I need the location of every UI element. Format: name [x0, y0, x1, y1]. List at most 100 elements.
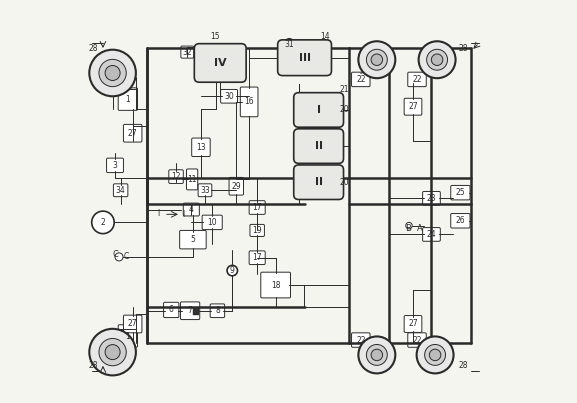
- Text: II: II: [314, 177, 323, 187]
- Circle shape: [227, 265, 238, 276]
- Text: 3: 3: [113, 161, 118, 170]
- Text: 15: 15: [211, 32, 220, 42]
- Text: 12: 12: [171, 172, 181, 181]
- Text: 11: 11: [188, 175, 197, 184]
- Circle shape: [105, 65, 120, 81]
- FancyBboxPatch shape: [107, 158, 123, 172]
- Circle shape: [417, 337, 454, 374]
- Text: 22: 22: [356, 336, 366, 345]
- Text: 4: 4: [189, 205, 194, 214]
- Circle shape: [284, 39, 294, 49]
- Text: 1: 1: [125, 95, 130, 104]
- Circle shape: [89, 329, 136, 376]
- FancyBboxPatch shape: [351, 72, 370, 87]
- FancyBboxPatch shape: [261, 272, 290, 298]
- Circle shape: [99, 339, 126, 366]
- Text: 28: 28: [459, 44, 468, 52]
- Circle shape: [358, 41, 395, 78]
- Circle shape: [371, 54, 383, 65]
- Text: 22: 22: [412, 75, 422, 84]
- Text: 29: 29: [231, 182, 241, 191]
- FancyBboxPatch shape: [169, 170, 183, 183]
- Text: II: II: [314, 141, 323, 151]
- Circle shape: [429, 349, 441, 361]
- Text: 20: 20: [340, 106, 350, 114]
- FancyBboxPatch shape: [210, 304, 224, 318]
- Circle shape: [371, 349, 383, 361]
- FancyBboxPatch shape: [408, 72, 426, 87]
- FancyBboxPatch shape: [118, 325, 137, 347]
- FancyBboxPatch shape: [404, 98, 422, 115]
- Circle shape: [425, 345, 445, 366]
- Text: IV: IV: [214, 58, 227, 68]
- FancyBboxPatch shape: [194, 44, 246, 82]
- FancyBboxPatch shape: [351, 333, 370, 347]
- Text: 14: 14: [320, 32, 329, 42]
- Text: 7: 7: [188, 306, 193, 315]
- Text: 9: 9: [230, 266, 235, 275]
- Text: 6: 6: [169, 305, 174, 314]
- Text: 1: 1: [125, 332, 130, 341]
- Circle shape: [99, 59, 126, 87]
- Text: 28: 28: [459, 361, 468, 370]
- Text: 27: 27: [128, 320, 137, 328]
- Circle shape: [366, 49, 387, 70]
- Circle shape: [89, 50, 136, 96]
- FancyBboxPatch shape: [294, 93, 343, 127]
- FancyBboxPatch shape: [123, 125, 142, 142]
- Text: 17: 17: [252, 253, 262, 262]
- Text: I: I: [157, 209, 159, 218]
- FancyBboxPatch shape: [250, 224, 264, 237]
- Text: 20: 20: [340, 178, 350, 187]
- FancyBboxPatch shape: [186, 169, 198, 190]
- Text: C: C: [123, 252, 129, 262]
- Circle shape: [115, 253, 123, 261]
- Circle shape: [419, 41, 456, 78]
- FancyBboxPatch shape: [249, 251, 265, 264]
- Circle shape: [432, 54, 443, 65]
- Circle shape: [358, 337, 395, 374]
- FancyBboxPatch shape: [404, 316, 422, 332]
- Text: 2: 2: [100, 218, 106, 227]
- FancyBboxPatch shape: [202, 215, 222, 230]
- Text: 26: 26: [456, 216, 465, 225]
- Text: 34: 34: [116, 186, 126, 195]
- Text: 27: 27: [408, 102, 418, 111]
- Text: 27: 27: [408, 320, 418, 328]
- Text: 23: 23: [426, 194, 436, 203]
- Text: 5: 5: [190, 235, 196, 244]
- FancyBboxPatch shape: [164, 302, 179, 318]
- Circle shape: [92, 211, 114, 234]
- FancyBboxPatch shape: [451, 214, 470, 228]
- FancyBboxPatch shape: [114, 184, 128, 197]
- Text: B: B: [405, 224, 411, 233]
- Text: 31: 31: [284, 39, 294, 49]
- Text: C: C: [112, 250, 118, 259]
- FancyBboxPatch shape: [422, 191, 440, 205]
- FancyBboxPatch shape: [192, 138, 210, 156]
- Circle shape: [366, 345, 387, 366]
- Circle shape: [105, 345, 120, 359]
- FancyBboxPatch shape: [220, 89, 238, 103]
- Circle shape: [406, 222, 412, 229]
- Text: 30: 30: [224, 92, 234, 101]
- Text: 21: 21: [340, 85, 350, 93]
- Text: 25: 25: [456, 188, 465, 197]
- Text: 27: 27: [128, 129, 137, 138]
- Text: A: A: [417, 224, 422, 233]
- Text: 17: 17: [252, 203, 262, 212]
- Text: I: I: [182, 210, 185, 219]
- Text: III: III: [298, 53, 310, 63]
- FancyBboxPatch shape: [408, 333, 426, 347]
- Text: 24: 24: [426, 230, 436, 239]
- FancyBboxPatch shape: [229, 177, 243, 195]
- Circle shape: [426, 49, 448, 70]
- Text: 28: 28: [89, 44, 99, 52]
- Text: 22: 22: [412, 336, 422, 345]
- Text: 13: 13: [196, 143, 206, 152]
- Text: 22: 22: [356, 75, 366, 84]
- Text: I: I: [317, 105, 321, 115]
- Text: 19: 19: [252, 226, 262, 235]
- FancyBboxPatch shape: [249, 201, 265, 214]
- FancyBboxPatch shape: [240, 87, 258, 117]
